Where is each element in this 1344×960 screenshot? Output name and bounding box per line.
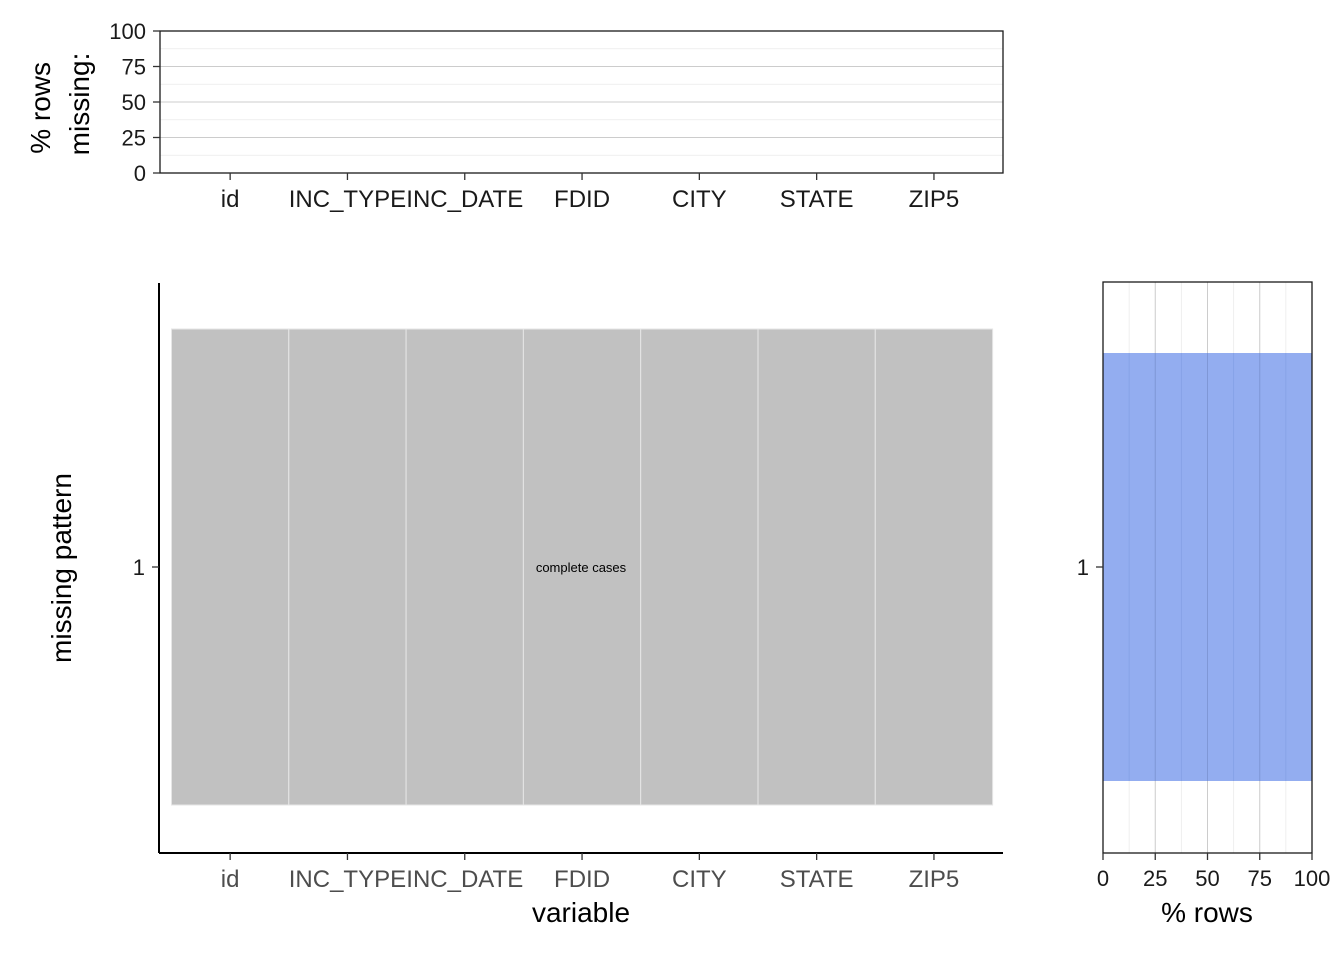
top-grid xyxy=(160,30,1003,174)
pattern-cell xyxy=(640,328,759,806)
top-y-axis-title-line-1: % rows xyxy=(25,62,56,154)
top-x-tick-label: FDID xyxy=(554,186,610,213)
top-x-tick-label: INC_DATE xyxy=(406,186,523,213)
right-y-axis: 1 xyxy=(1077,555,1103,580)
main-y-axis: 1 xyxy=(133,555,159,580)
top-y-axis-title: % rows missing: xyxy=(25,53,95,156)
top-x-axis: id INC_TYPE INC_DATE FDID CITY STATE ZIP5 xyxy=(221,173,959,213)
main-x-tick-label: INC_DATE xyxy=(406,866,523,893)
top-y-axis: 0 25 50 75 100 xyxy=(109,19,160,186)
main-x-tick-label: ZIP5 xyxy=(909,866,960,893)
main-x-tick-label: STATE xyxy=(780,866,854,893)
pattern-cell xyxy=(288,328,407,806)
main-panel: complete cases 1 id INC_TYPE INC_DATE FDID C… xyxy=(46,283,1003,928)
top-y-axis-title-line-2: missing: xyxy=(64,53,95,156)
main-x-tick-label: FDID xyxy=(554,866,610,893)
main-cells xyxy=(171,328,994,806)
top-y-tick-label: 50 xyxy=(122,90,146,115)
top-y-tick-label: 100 xyxy=(109,19,146,44)
right-panel: 1 0 25 50 75 100 % rows xyxy=(1077,281,1330,928)
top-x-tick-label: STATE xyxy=(780,186,854,213)
main-x-tick-label: CITY xyxy=(672,866,727,893)
main-y-tick-label: 1 xyxy=(133,555,145,580)
right-x-tick-label: 75 xyxy=(1248,866,1272,891)
pattern-cell xyxy=(405,328,524,806)
right-x-axis: 0 25 50 75 100 xyxy=(1097,853,1330,891)
main-x-axis-title: variable xyxy=(532,897,630,928)
pattern-cell xyxy=(757,328,876,806)
right-x-tick-label: 50 xyxy=(1195,866,1219,891)
right-x-axis-title: % rows xyxy=(1161,897,1253,928)
main-x-tick-label: id xyxy=(221,866,240,893)
main-y-axis-title: missing pattern xyxy=(46,473,77,663)
complete-cases-annotation: complete cases xyxy=(536,560,627,575)
main-x-tick-label: INC_TYPE xyxy=(289,866,406,893)
top-x-tick-label: INC_TYPE xyxy=(289,186,406,213)
top-y-tick-label: 25 xyxy=(122,126,146,151)
top-x-tick-label: ZIP5 xyxy=(909,186,960,213)
pattern-cell xyxy=(874,328,994,806)
top-y-tick-label: 0 xyxy=(134,161,146,186)
pattern-cell xyxy=(171,328,290,806)
main-x-axis: id INC_TYPE INC_DATE FDID CITY STATE ZIP5 xyxy=(221,853,959,893)
right-x-tick-label: 100 xyxy=(1294,866,1331,891)
right-bars xyxy=(1103,353,1312,781)
top-panel: 0 25 50 75 100 id INC_TYPE INC_DATE FDID CITY STA… xyxy=(25,19,1004,213)
top-x-tick-label: id xyxy=(221,186,240,213)
right-x-tick-label: 0 xyxy=(1097,866,1109,891)
right-y-tick-label: 1 xyxy=(1077,555,1089,580)
top-x-tick-label: CITY xyxy=(672,186,727,213)
right-x-tick-label: 25 xyxy=(1143,866,1167,891)
top-y-tick-label: 75 xyxy=(122,55,146,80)
